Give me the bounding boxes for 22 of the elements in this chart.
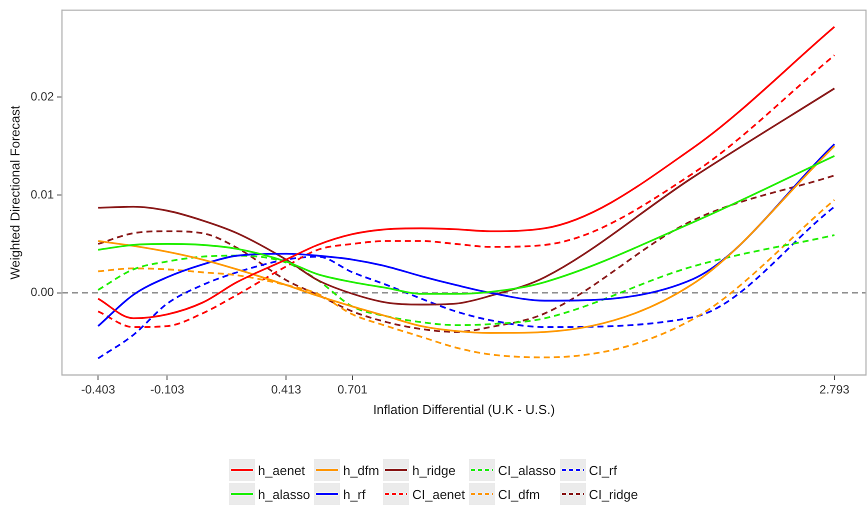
y-tick-label: 0.01: [30, 187, 54, 202]
line-series: [97, 174, 836, 333]
legend-label: CI_alasso: [498, 462, 556, 478]
x-axis-title: Inflation Differential (U.K - U.S.): [373, 402, 555, 417]
legend-label: CI_dfm: [498, 486, 540, 502]
y-tick-label: 0.00: [30, 285, 54, 300]
legend-label: h_alasso: [258, 486, 310, 502]
x-tick-label: -0.103: [150, 382, 185, 397]
x-tick-label: 0.413: [271, 382, 302, 397]
legend-label: h_rf: [343, 486, 366, 502]
y-tick-label: 0.02: [30, 90, 54, 104]
legend-label: h_aenet: [258, 462, 306, 478]
line-series: [97, 88, 836, 306]
x-tick-label: 0.701: [337, 382, 368, 397]
legend-label: h_ridge: [412, 462, 456, 478]
legend-label: CI_rf: [588, 462, 617, 478]
x-tick-label: -0.403: [81, 382, 116, 397]
legend-label: CI_ridge: [588, 486, 638, 502]
y-axis-title: Weighted Directional Forecast: [7, 105, 22, 280]
legend-label: CI_aenet: [412, 486, 465, 502]
x-tick-label: 2.793: [819, 382, 850, 397]
legend-label: h_dfm: [343, 462, 380, 478]
